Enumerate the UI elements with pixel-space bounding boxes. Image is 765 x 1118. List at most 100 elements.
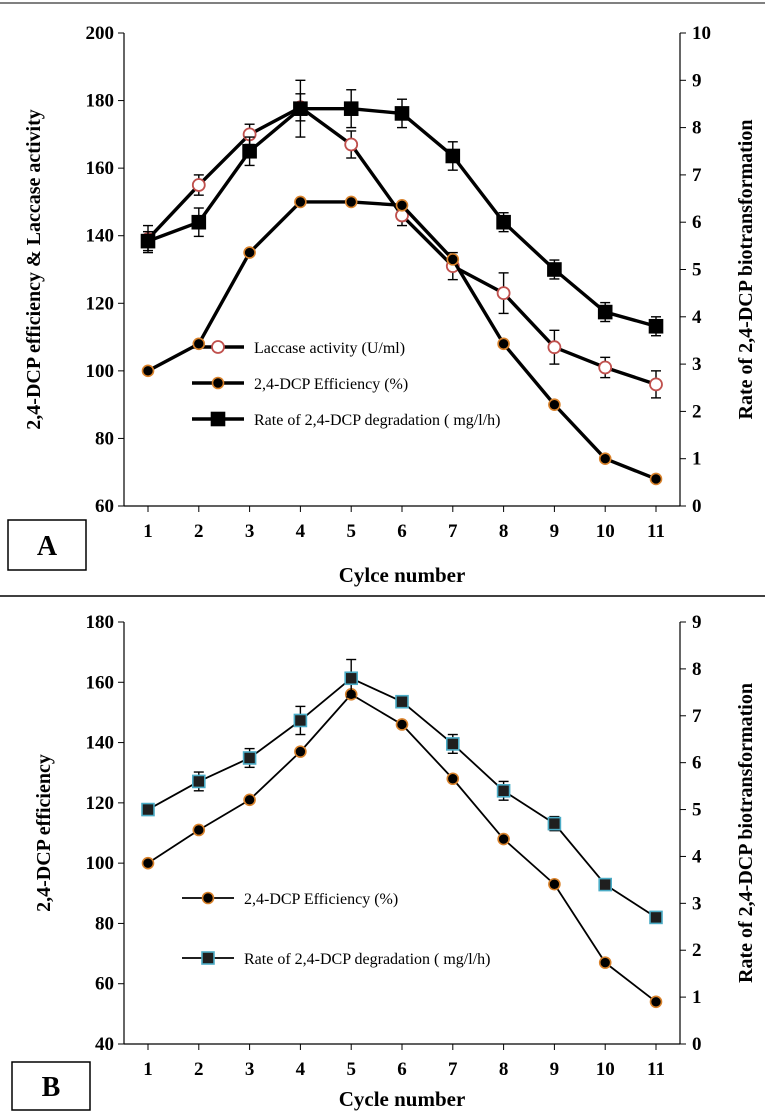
x-tick-label: 9 (550, 1059, 560, 1080)
left-y-tick-label: 40 (95, 1034, 114, 1055)
x-tick-label: 1 (143, 521, 153, 542)
data-point (598, 956, 612, 969)
x-tick-label: 6 (397, 1059, 407, 1080)
x-tick-label: 9 (550, 521, 560, 542)
data-point (649, 910, 663, 925)
right-y-tick-label: 6 (692, 753, 702, 774)
panel-label: A (37, 531, 58, 562)
data-point (496, 286, 511, 301)
right-y-tick-label: 0 (692, 496, 702, 517)
data-point (141, 802, 155, 817)
data-point (496, 214, 511, 230)
x-axis-label: Cycle number (339, 1087, 466, 1111)
legend-label: Rate of 2,4-DCP degradation ( mg/l/h) (244, 951, 490, 968)
left-y-tick-label: 160 (86, 672, 115, 693)
left-y-tick-label: 140 (86, 733, 115, 754)
x-tick-label: 8 (499, 1059, 509, 1080)
series-line (147, 677, 657, 919)
data-point (344, 195, 358, 209)
data-point (497, 337, 510, 351)
x-tick-label: 8 (499, 521, 509, 542)
data-point (649, 472, 663, 486)
left-y-tick-label: 60 (95, 496, 114, 517)
series-3 (140, 79, 664, 337)
left-y-tick-label: 160 (86, 158, 115, 179)
data-point (548, 877, 561, 891)
right-y-tick-label: 8 (692, 659, 702, 680)
data-point (344, 671, 359, 686)
y-axis-label: 2,4-DCP efficiency & Laccase activity (23, 109, 45, 429)
x-tick-label: 3 (245, 1059, 255, 1080)
left-y-tick-label: 180 (86, 91, 115, 112)
x-tick-label: 7 (448, 521, 458, 542)
data-point (394, 106, 410, 121)
data-point (242, 143, 257, 159)
data-point (395, 718, 409, 731)
right-y-tick-label: 9 (692, 612, 702, 633)
series-1 (141, 688, 663, 1009)
legend-marker (210, 411, 226, 427)
left-y-tick-label: 200 (86, 23, 115, 44)
right-y-tick-label: 4 (692, 307, 702, 328)
legend-marker (201, 891, 215, 905)
legend-entry: Laccase activity (U/ml) (192, 340, 405, 357)
data-point (140, 233, 156, 249)
data-point (446, 772, 460, 786)
panel-b-chart: 40 60 80 100 120 140 160 180 0 1 2 3 4 5 6 7 8 9 1 2 3 4 5 6 7 8 9… (11, 612, 757, 1111)
y-axis-label: 2,4-DCP efficiency (33, 754, 55, 912)
data-point (649, 377, 663, 392)
series-2 (141, 195, 663, 486)
x-tick-label: 2 (194, 521, 204, 542)
legend-entry: Rate of 2,4-DCP degradation ( mg/l/h) (192, 411, 500, 429)
legend-entry: Rate of 2,4-DCP degradation ( mg/l/h) (182, 951, 490, 968)
right-y-tick-label: 6 (692, 212, 702, 233)
data-point (496, 783, 511, 798)
data-point (344, 137, 359, 152)
x-tick-label: 5 (346, 521, 356, 542)
y-axis-right-label: Rate of 2,4-DCP biotransformation (735, 120, 757, 420)
data-point (547, 816, 562, 831)
data-point (294, 195, 307, 209)
data-point (191, 178, 206, 192)
data-point (648, 318, 664, 334)
data-point (548, 398, 561, 411)
legend-marker (211, 340, 225, 354)
left-y-tick-label: 60 (95, 974, 114, 995)
x-tick-label: 10 (596, 1059, 615, 1080)
data-point (243, 246, 256, 259)
right-y-tick-label: 8 (692, 118, 702, 139)
left-y-tick-label: 180 (86, 612, 115, 633)
right-y-tick-label: 7 (692, 165, 702, 186)
x-tick-label: 10 (596, 521, 615, 542)
left-y-tick-label: 80 (95, 428, 114, 449)
left-y-tick-label: 120 (86, 793, 115, 814)
legend-label: Laccase activity (U/ml) (254, 340, 405, 357)
right-y-tick-label: 2 (692, 401, 702, 422)
right-y-tick-label: 0 (692, 1034, 702, 1055)
panel-label-box (11, 1061, 91, 1111)
data-point (395, 199, 409, 212)
right-y-tick-label: 5 (692, 800, 702, 821)
x-tick-label: 4 (296, 1059, 306, 1080)
data-point (192, 774, 206, 789)
data-point (649, 995, 663, 1009)
x-tick-label: 3 (245, 521, 255, 542)
data-point (497, 832, 510, 846)
x-axis-label: Cylce number (339, 563, 466, 587)
legend-label: Rate of 2,4-DCP degradation ( mg/l/h) (254, 412, 500, 429)
legend-entry: 2,4-DCP Efficiency (%) (192, 376, 408, 393)
panel-a-chart: 60 80 100 120 140 160 180 200 0 1 2 3 4 5 6 7 8 9 10 1 2 3 4 5 6… (7, 23, 757, 587)
right-y-tick-label: 3 (692, 893, 702, 914)
data-point (293, 713, 308, 728)
x-tick-label: 7 (448, 1059, 458, 1080)
data-point (445, 148, 461, 164)
data-point (547, 262, 562, 277)
legend-label: 2,4-DCP Efficiency (%) (254, 376, 408, 393)
data-point (343, 101, 359, 116)
right-y-tick-label: 10 (692, 23, 711, 44)
legend-marker (201, 951, 215, 965)
left-y-tick-label: 140 (86, 226, 115, 247)
data-point (191, 214, 207, 230)
data-point (446, 253, 460, 266)
left-y-tick-label: 100 (86, 361, 115, 382)
